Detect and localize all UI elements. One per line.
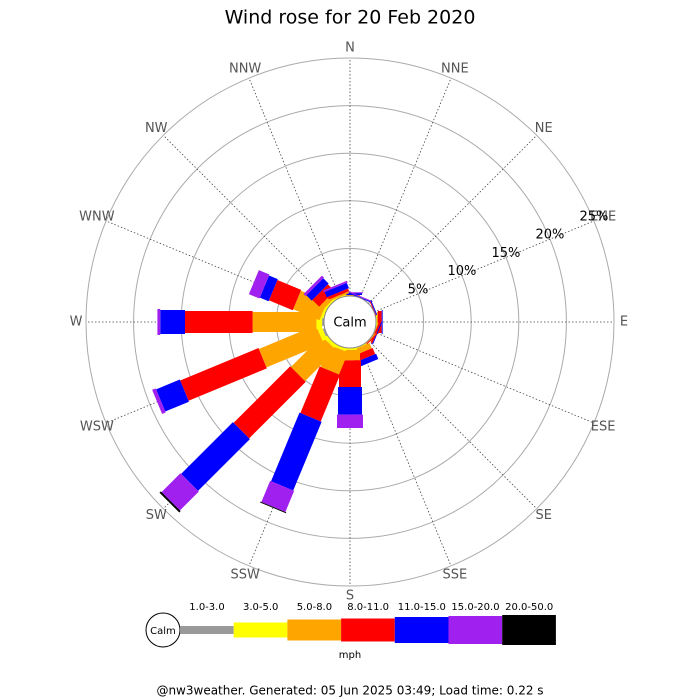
legend-swatch bbox=[394, 617, 449, 643]
legend-label: 20.0-50.0 bbox=[505, 602, 553, 613]
bar-segment bbox=[290, 336, 336, 382]
spoke bbox=[368, 340, 537, 509]
bar-segment bbox=[268, 280, 302, 311]
bar-segment bbox=[337, 414, 363, 428]
bar-segment bbox=[159, 491, 181, 513]
r-tick-label: 5% bbox=[408, 282, 429, 297]
legend-swatch bbox=[233, 622, 288, 638]
bar-segment bbox=[324, 282, 349, 298]
legend-label: 1.0-3.0 bbox=[189, 602, 224, 613]
bar-segment bbox=[327, 288, 350, 300]
bar-segment bbox=[248, 270, 270, 299]
bar-segment bbox=[181, 422, 250, 491]
bar-segment bbox=[157, 309, 161, 335]
legend-swatch bbox=[448, 616, 503, 644]
direction-label: SW bbox=[146, 508, 167, 523]
ring bbox=[85, 57, 615, 587]
r-tick-label: 10% bbox=[448, 264, 477, 279]
bar-segment bbox=[329, 291, 349, 301]
r-tick-label: 15% bbox=[491, 246, 520, 261]
spoke bbox=[368, 135, 537, 304]
bar-segment bbox=[252, 312, 317, 332]
caption: @nw3weather. Generated: 05 Jun 2025 03:4… bbox=[156, 684, 543, 698]
bar-segment bbox=[339, 360, 361, 388]
bar-segment bbox=[233, 366, 306, 439]
bar-segment bbox=[271, 412, 322, 491]
chart-title: Wind rose for 20 Feb 2020 bbox=[225, 7, 476, 29]
legend-label: 3.0-5.0 bbox=[243, 602, 278, 613]
bar-segment bbox=[348, 291, 373, 303]
direction-label: ENE bbox=[590, 210, 616, 225]
legend-label: 15.0-20.0 bbox=[451, 602, 499, 613]
bar-segment bbox=[322, 280, 348, 293]
legend-label: 5.0-8.0 bbox=[297, 602, 332, 613]
spoke bbox=[359, 345, 452, 567]
bar-segment bbox=[300, 366, 341, 422]
calm-label: Calm bbox=[333, 316, 366, 331]
direction-label: SSW bbox=[230, 568, 260, 583]
legend-calm: Calm bbox=[150, 626, 176, 637]
direction-label: E bbox=[620, 315, 628, 330]
bar-segment bbox=[303, 275, 324, 296]
legend-swatch bbox=[287, 619, 342, 641]
bar-segment bbox=[323, 335, 337, 349]
bars bbox=[151, 269, 383, 514]
spoke bbox=[373, 220, 595, 313]
bar-segment bbox=[258, 325, 324, 368]
direction-label: ESE bbox=[591, 419, 616, 434]
legend-label: 11.0-15.0 bbox=[398, 602, 446, 613]
bar-segment bbox=[156, 379, 189, 412]
bar-segment bbox=[343, 348, 357, 350]
direction-label: NE bbox=[535, 121, 553, 136]
r-tick-label: 25% bbox=[579, 209, 608, 224]
direction-label: WNW bbox=[79, 210, 115, 225]
bar-segment bbox=[317, 326, 327, 341]
spoke bbox=[163, 135, 332, 304]
spoke bbox=[359, 77, 452, 299]
bar-segment bbox=[322, 318, 324, 326]
direction-label: NW bbox=[145, 121, 168, 136]
direction-label: SE bbox=[536, 508, 552, 523]
r-tick-label: 20% bbox=[535, 228, 564, 243]
bar-segment bbox=[260, 501, 287, 514]
legend-swatch bbox=[180, 626, 234, 634]
bar-segment bbox=[261, 480, 295, 512]
bar-segment bbox=[372, 321, 383, 345]
direction-label: W bbox=[70, 315, 83, 330]
spoke bbox=[373, 331, 595, 424]
direction-label: NNE bbox=[441, 61, 469, 76]
bar-segment bbox=[293, 290, 328, 321]
bar-segment bbox=[381, 310, 383, 334]
direction-label: N bbox=[345, 41, 355, 56]
legend-swatch bbox=[502, 615, 556, 645]
direction-label: S bbox=[346, 589, 354, 604]
labels: N NNE NE ENE E ESE SE SSE S SSW SW WSW W WNW NW NNW 5% 10… bbox=[70, 41, 629, 604]
spoke bbox=[248, 77, 341, 299]
bar-segment bbox=[338, 387, 362, 415]
bar-segment bbox=[259, 275, 278, 302]
bar-segment bbox=[160, 310, 186, 334]
bar-segment bbox=[161, 473, 199, 511]
legend: Calm mph 1.0-3.0 3.0-5.0 5.0-8.0 8.0-11.0 11… bbox=[145, 602, 556, 661]
bar-segment bbox=[306, 278, 329, 301]
legend-swatch bbox=[341, 618, 395, 642]
direction-label: NNW bbox=[229, 61, 261, 76]
direction-label: SSE bbox=[442, 568, 467, 583]
direction-label: WSW bbox=[80, 419, 114, 434]
bar-segment bbox=[185, 311, 253, 333]
bar-segment bbox=[180, 348, 267, 401]
bar-segment bbox=[322, 328, 328, 337]
calm-circle bbox=[323, 295, 377, 349]
legend-label: 8.0-11.0 bbox=[347, 602, 389, 613]
legend-unit: mph bbox=[339, 650, 361, 661]
bar-segment bbox=[152, 388, 166, 414]
